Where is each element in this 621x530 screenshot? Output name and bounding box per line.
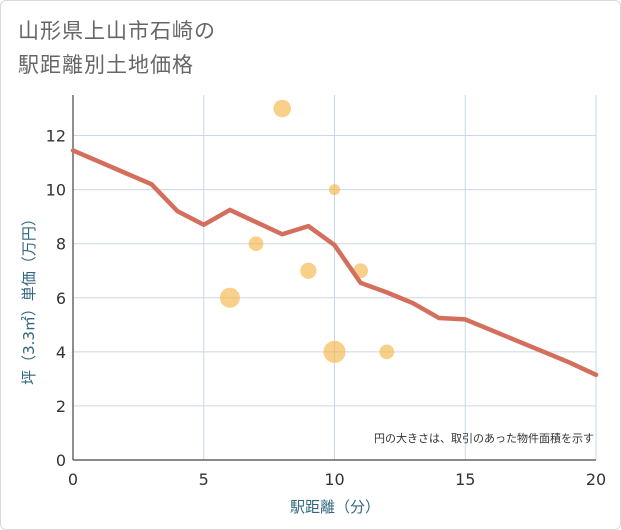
y-tick-label-8: 8 — [56, 235, 66, 254]
x-tick-label-20: 20 — [586, 470, 606, 489]
bubble-point-6 — [323, 340, 346, 363]
y-axis-title: 坪（3.3㎡）単価（万円） — [20, 211, 38, 385]
grid — [72, 95, 597, 461]
y-tick-label-12: 12 — [46, 127, 66, 146]
y-tick-label-10: 10 — [46, 181, 66, 200]
bubble-point-2 — [248, 236, 264, 252]
title-line-2: 駅距離別土地価格 — [18, 53, 194, 77]
x-tick-label-5: 5 — [199, 470, 209, 489]
bubble-point-5 — [219, 287, 240, 308]
bubble-point-3 — [300, 262, 317, 279]
y-tick-label-4: 4 — [56, 343, 66, 362]
x-tick-label-10: 10 — [324, 470, 344, 489]
y-tick-label-0: 0 — [56, 451, 66, 470]
y-tick-label-2: 2 — [56, 397, 66, 416]
trend-line — [70, 148, 599, 378]
x-tick-label-0: 0 — [68, 470, 78, 489]
bubble-size-note: 円の大きさは、取引のあった物件面積を示す — [374, 431, 594, 445]
bubbles — [219, 99, 395, 363]
bubble-point-7 — [379, 344, 395, 360]
chart-title: 山形県上山市石崎の 駅距離別土地価格 — [18, 14, 216, 82]
bubble-point-1 — [329, 184, 340, 196]
bubble-point-0 — [273, 99, 291, 118]
tick-labels: 0 5 10 15 20 0 2 4 6 8 10 12 — [46, 127, 607, 489]
trend-line-group — [70, 148, 599, 378]
x-axis-title: 駅距離（分） — [290, 498, 380, 516]
x-tick-label-15: 15 — [455, 470, 475, 489]
y-tick-label-6: 6 — [56, 289, 66, 308]
title-line-1: 山形県上山市石崎の — [18, 19, 216, 43]
